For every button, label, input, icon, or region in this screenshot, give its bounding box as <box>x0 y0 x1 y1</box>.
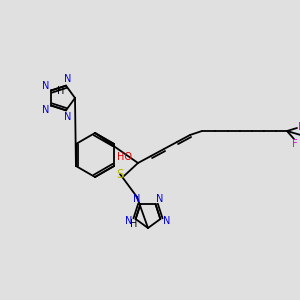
Text: N: N <box>64 112 72 122</box>
Text: F: F <box>298 122 300 132</box>
Text: N: N <box>133 194 140 204</box>
Text: N: N <box>42 105 50 115</box>
Text: H: H <box>130 219 137 229</box>
Text: F: F <box>292 139 298 149</box>
Text: N: N <box>64 74 72 84</box>
Text: N: N <box>163 216 171 226</box>
Text: HO: HO <box>116 152 131 162</box>
Text: H: H <box>57 85 65 96</box>
Text: N: N <box>125 216 133 226</box>
Text: N: N <box>42 81 50 91</box>
Text: S: S <box>116 167 124 181</box>
Text: N: N <box>156 194 164 204</box>
